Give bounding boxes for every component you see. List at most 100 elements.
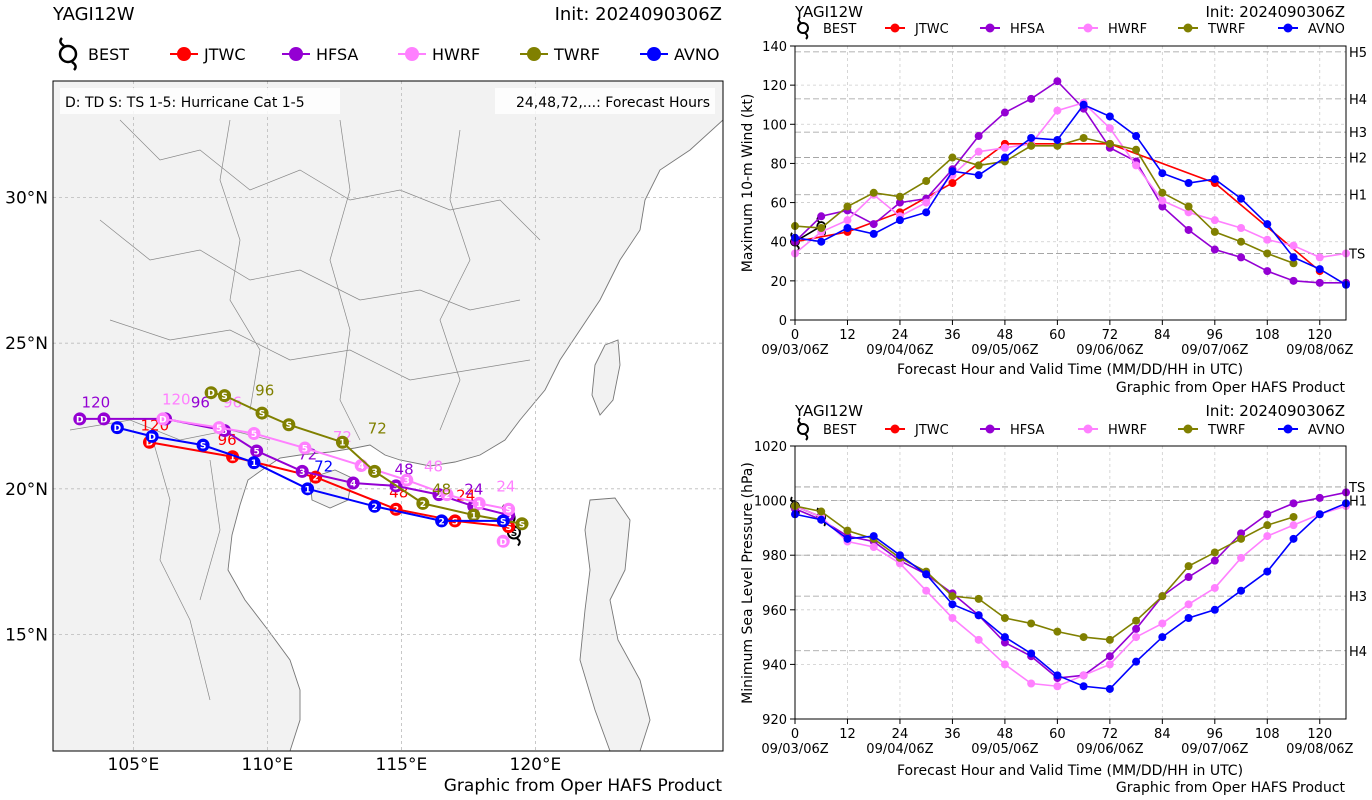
data-point <box>1027 679 1036 688</box>
data-point <box>895 216 904 225</box>
track-marker <box>97 412 111 426</box>
y-tick-label: 960 <box>762 604 787 619</box>
data-point <box>922 198 931 207</box>
data-point <box>1237 237 1246 246</box>
data-point <box>974 171 983 180</box>
legend-item-best: BEST <box>797 16 856 40</box>
legend-label: TWRF <box>1207 423 1245 438</box>
data-point <box>1132 624 1141 633</box>
x-tick-label: 24 <box>892 727 909 742</box>
intensity-threshold-label: H2 <box>1349 549 1367 564</box>
province-borders <box>69 119 541 701</box>
legend-label: BEST <box>823 22 856 37</box>
pressure-credit: Graphic from Oper HAFS Product <box>1116 780 1346 796</box>
data-point <box>1105 124 1114 133</box>
data-point <box>1079 682 1088 691</box>
data-point <box>1158 169 1167 178</box>
legend-item-best: BEST <box>58 37 129 71</box>
lat-tick-label: 25°N <box>5 334 48 354</box>
legend-item-twrf: TWRF <box>1178 22 1245 37</box>
data-point <box>974 132 983 141</box>
data-point <box>869 543 878 552</box>
date-tick-label: 09/03/06Z <box>761 742 828 757</box>
data-point <box>1263 220 1272 229</box>
track-marker-category: 1 <box>339 439 345 449</box>
data-point <box>1184 208 1193 217</box>
data-point <box>1053 77 1062 86</box>
data-point <box>948 179 957 187</box>
track-hwrf: S1234555DD24487296120 <box>156 390 516 548</box>
data-point <box>1263 510 1272 519</box>
data-point <box>948 592 957 601</box>
data-point <box>974 611 983 620</box>
track-marker <box>502 502 516 516</box>
data-point <box>974 594 983 603</box>
legend-marker <box>1283 23 1293 33</box>
data-point <box>1263 267 1272 276</box>
data-point <box>869 229 878 238</box>
track-marker <box>295 464 309 478</box>
forecast-hour-label: 72 <box>368 419 387 437</box>
legend-item-twrf: TWRF <box>520 45 600 64</box>
data-point <box>1053 627 1062 636</box>
forecast-hour-label: 48 <box>395 460 414 478</box>
track-marker-category: 1 <box>471 512 477 522</box>
data-point <box>1210 583 1219 592</box>
data-point <box>1027 141 1036 150</box>
data-point <box>1315 265 1324 274</box>
legend-item-hfsa: HFSA <box>282 45 358 64</box>
landmass-luzon <box>579 497 651 751</box>
map-frame: SSSS221D244896120S1234355DDD24487296120S… <box>52 80 724 752</box>
forecast-hour-label: 24 <box>464 481 483 499</box>
data-point <box>1105 139 1114 148</box>
legend-marker <box>890 23 900 33</box>
date-tick-label: 09/07/06Z <box>1181 742 1248 757</box>
data-point <box>1315 510 1324 519</box>
lon-tick-label: 110°E <box>242 755 294 775</box>
data-point <box>1237 253 1246 262</box>
data-point <box>1158 633 1167 642</box>
track-marker <box>196 438 210 452</box>
track-marker-category: S <box>500 517 506 527</box>
map-init-time: Init: 2024090306Z <box>555 4 722 25</box>
date-tick-label: 09/04/06Z <box>866 343 933 358</box>
wind-x-label: Forecast Hour and Valid Time (MM/DD/HH i… <box>897 362 1243 378</box>
date-tick-label: 09/05/06Z <box>971 343 1038 358</box>
data-point <box>1289 276 1298 285</box>
lat-tick-label: 15°N <box>5 625 48 645</box>
x-tick-label: 96 <box>1207 328 1224 343</box>
track-marker <box>145 429 159 443</box>
x-tick-label: 48 <box>997 727 1014 742</box>
data-point <box>1184 613 1193 622</box>
wind-y-label: Maximum 10-m Wind (kt) <box>740 94 756 273</box>
track-marker-category: 2 <box>371 503 377 513</box>
track-marker-category: 1 <box>471 503 477 513</box>
data-point <box>1263 567 1272 576</box>
forecast-tracks: SSSS221D244896120S1234355DDD24487296120S… <box>73 382 529 548</box>
track-marker-category: 4 <box>350 480 356 490</box>
x-tick-label: 24 <box>892 328 909 343</box>
data-point <box>1105 660 1114 669</box>
data-point <box>1027 649 1036 658</box>
intensity-threshold-label: TS <box>1348 481 1365 496</box>
data-point <box>1237 553 1246 562</box>
data-point <box>1184 202 1193 211</box>
forecast-hour-label: 24 <box>496 478 515 496</box>
track-marker <box>496 534 510 548</box>
data-point <box>948 153 957 162</box>
track-marker <box>301 482 315 496</box>
data-point <box>895 192 904 201</box>
data-point <box>1027 94 1036 103</box>
legend-marker <box>985 424 995 434</box>
track-marker-category: D <box>159 415 166 425</box>
x-tick-label: 36 <box>944 727 961 742</box>
legend-item-twrf: TWRF <box>1178 423 1245 438</box>
data-point <box>1289 253 1298 262</box>
series-line <box>794 80 1346 284</box>
plot-frame <box>794 445 1347 720</box>
x-tick-label: 12 <box>839 727 856 742</box>
data-point <box>1000 660 1009 669</box>
y-tick-label: 1020 <box>754 440 787 455</box>
data-point <box>1105 684 1114 693</box>
